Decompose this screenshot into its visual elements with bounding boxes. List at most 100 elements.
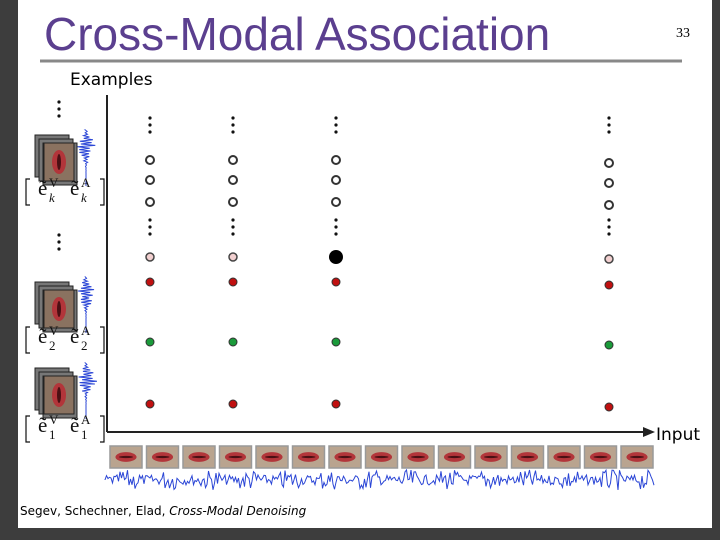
examples-label: Examples — [70, 70, 153, 90]
ellipsis-dot — [231, 218, 235, 222]
red-dot — [228, 277, 238, 287]
mouth — [556, 455, 572, 459]
ellipsis-dot — [148, 225, 152, 229]
mouth — [228, 455, 243, 459]
slide-title: Cross-Modal Association — [44, 8, 550, 60]
ellipsis-dot — [607, 123, 611, 127]
audio-wave — [78, 362, 97, 419]
superscript: A — [81, 412, 91, 427]
red-dot — [604, 402, 614, 412]
ellipsis-dot — [57, 233, 61, 237]
input-wave — [104, 468, 655, 491]
vector-symbol: ẽ — [38, 413, 47, 437]
ellipsis-dot — [57, 114, 61, 118]
vector-label: ẽ V2 ẽ A2 — [25, 323, 105, 354]
green-dot — [228, 337, 238, 347]
subscript: 1 — [49, 427, 56, 442]
ellipsis-dot — [607, 116, 611, 120]
mouth — [374, 455, 389, 459]
mouth — [301, 455, 316, 459]
red-dot — [145, 399, 155, 409]
axis-arrow — [643, 427, 655, 437]
audio-wave — [78, 276, 95, 334]
work-title: Cross-Modal Denoising — [169, 504, 306, 518]
example-dot — [228, 155, 238, 165]
superscript: V — [49, 323, 59, 338]
vector-symbol: ẽ — [70, 413, 79, 437]
bracket — [25, 326, 105, 354]
vector-symbol: ẽ — [38, 176, 47, 200]
input-label: Input — [656, 425, 700, 445]
ellipsis-dot — [334, 130, 338, 134]
example-dot — [604, 200, 614, 210]
ellipsis-dot — [231, 225, 235, 229]
ellipsis-dot — [231, 123, 235, 127]
green-dot — [604, 340, 614, 350]
red-dot — [145, 277, 155, 287]
example-dot — [145, 197, 155, 207]
vector-symbol: ẽ — [70, 176, 79, 200]
ellipsis-dot — [607, 225, 611, 229]
red-dot — [604, 280, 614, 290]
drawing-layer: ẽ Vk ẽ Akẽ V2 ẽ A2ẽ V1 ẽ A1 — [25, 100, 655, 491]
ellipsis-dot — [231, 232, 235, 236]
vector-symbol: ẽ — [38, 324, 47, 348]
ellipsis-dot — [148, 232, 152, 236]
subscript: k — [49, 190, 55, 205]
example-dot — [604, 158, 614, 168]
mouth — [483, 455, 499, 459]
example-dot — [145, 155, 155, 165]
example-dot — [228, 175, 238, 185]
green-dot — [145, 337, 155, 347]
ellipsis-dot — [334, 218, 338, 222]
vector-label: ẽ Vk ẽ Ak — [25, 175, 105, 206]
bracket — [25, 415, 105, 443]
mouth — [155, 455, 170, 459]
footer-authors: Segev, Schechner, Elad, Cross-Modal Deno… — [20, 504, 307, 518]
vector-label: ẽ V1 ẽ A1 — [25, 412, 105, 443]
mouth — [410, 455, 426, 459]
subscript: 1 — [81, 427, 88, 442]
ellipsis-dot — [607, 218, 611, 222]
example-dot — [604, 254, 614, 264]
red-dot — [331, 277, 341, 287]
slide-background — [18, 0, 712, 528]
ellipsis-dot — [57, 107, 61, 111]
ellipsis-dot — [57, 240, 61, 244]
red-dot — [331, 399, 341, 409]
superscript: V — [49, 412, 59, 427]
example-dot — [604, 178, 614, 188]
mouth — [264, 455, 280, 459]
example-dot — [228, 252, 238, 262]
ellipsis-dot — [57, 247, 61, 251]
subscript: 2 — [49, 338, 56, 353]
matched-dot — [329, 250, 343, 264]
ellipsis-dot — [57, 100, 61, 104]
red-dot — [228, 399, 238, 409]
ellipsis-dot — [148, 123, 152, 127]
mouth — [520, 455, 535, 459]
mouth — [191, 455, 207, 459]
superscript: A — [81, 175, 91, 190]
example-dot — [228, 197, 238, 207]
ellipsis-dot — [334, 225, 338, 229]
superscript: V — [49, 175, 59, 190]
ellipsis-dot — [607, 130, 611, 134]
authors: Segev, Schechner, Elad, — [20, 504, 165, 518]
ellipsis-dot — [607, 232, 611, 236]
ellipsis-dot — [231, 130, 235, 134]
bracket — [25, 178, 105, 206]
mouth — [337, 455, 353, 459]
audio-wave — [77, 129, 96, 187]
example-dot — [331, 197, 341, 207]
example-dot — [331, 175, 341, 185]
ellipsis-dot — [231, 116, 235, 120]
example-dot — [145, 252, 155, 262]
mouth — [57, 301, 61, 317]
green-dot — [331, 337, 341, 347]
vector-symbol: ẽ — [70, 324, 79, 348]
ellipsis-dot — [148, 218, 152, 222]
mouth — [57, 154, 61, 170]
example-dot — [331, 155, 341, 165]
